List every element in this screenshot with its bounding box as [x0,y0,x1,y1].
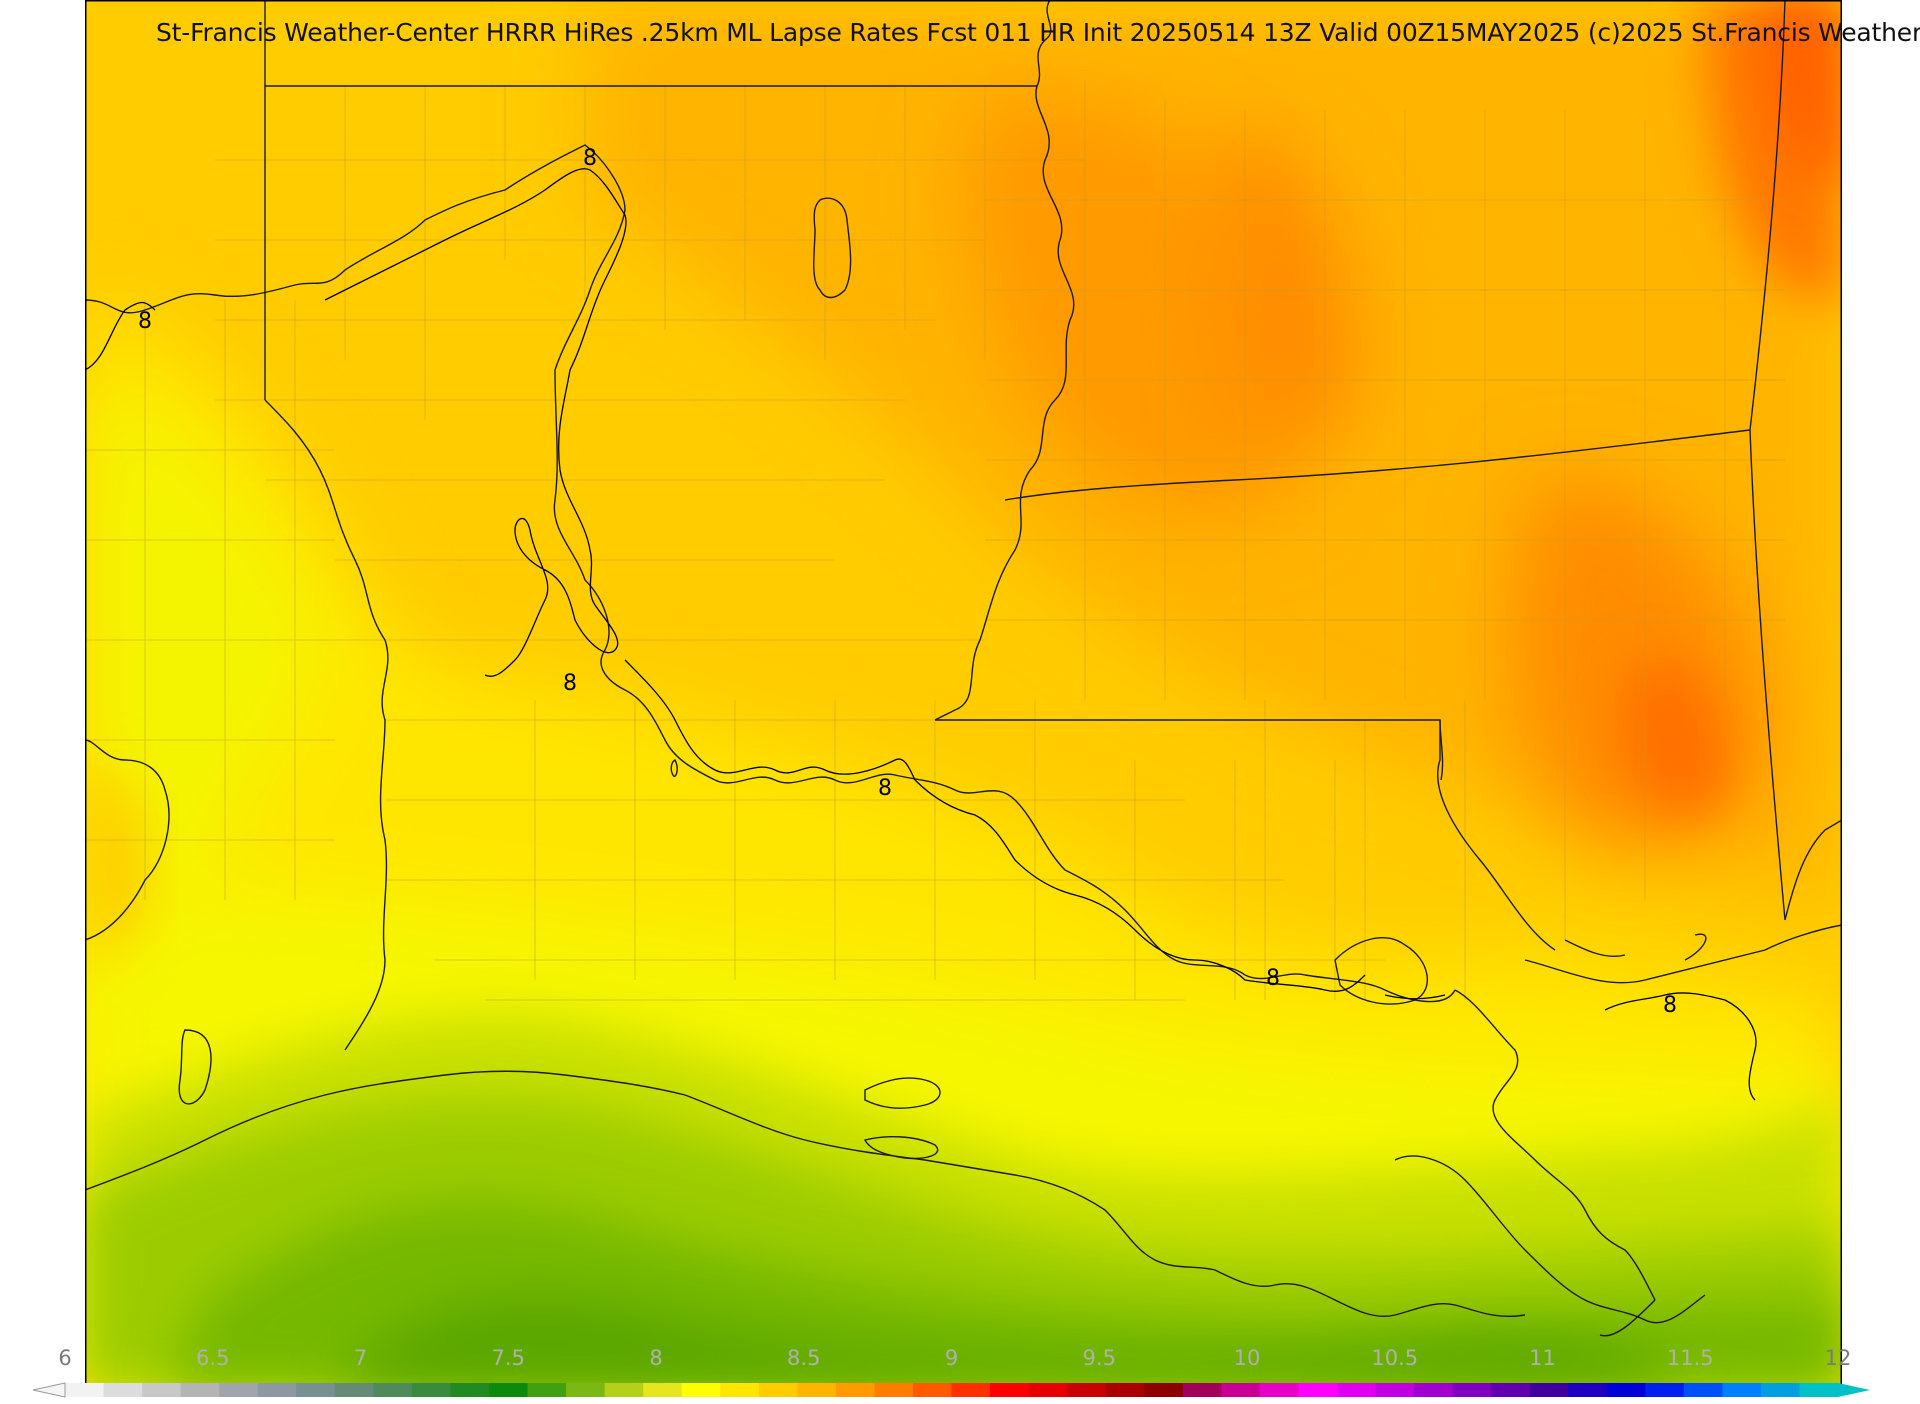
colorbar-segment [835,1383,876,1397]
contour-label-group: 8 8 8 8 8 8 [138,146,1677,1018]
colorbar-segment [874,1383,914,1397]
colorbar-segment [1067,1383,1107,1397]
colorbar-segment [219,1383,259,1397]
map-panel: 8 8 8 8 8 8 [85,0,1842,1386]
colorbar-segment [488,1383,529,1397]
colorbar-tick-label: 8 [649,1346,663,1370]
colorbar-segment [1336,1383,1377,1397]
map-title: St-Francis Weather-Center HRRR HiRes .25… [156,18,1920,47]
contour-8 [85,168,1757,1101]
colorbar-segment [103,1383,143,1397]
colorbar-segment [1491,1383,1531,1397]
colorbar-segment [912,1383,953,1397]
colorbar [0,1340,1920,1400]
colorbar-segment [990,1383,1030,1397]
colorbar-segment [142,1383,182,1397]
colorbar-segment [1298,1383,1338,1397]
colorbar-segment [1105,1383,1145,1397]
colorbar-segment [334,1383,374,1397]
shaded-field [85,0,1842,1386]
lapse-rate-map: 8 8 8 8 8 8 [85,0,1842,1386]
colorbar-segment [1606,1383,1646,1397]
colorbar-segment [951,1383,991,1397]
colorbar-tick-label: 10 [1233,1346,1261,1370]
colorbar-segment [1722,1383,1762,1397]
colorbar-svg [32,1382,1870,1398]
colorbar-segment [1452,1383,1492,1397]
colorbar-segment [1221,1383,1261,1397]
colorbar-segment [1760,1383,1801,1397]
colorbar-segment [1683,1383,1723,1397]
colorbar-under-arrow [32,1382,66,1398]
contour-label: 8 [138,309,152,334]
colorbar-segment [720,1383,760,1397]
contour-label: 8 [878,776,892,801]
colorbar-segment [643,1383,683,1397]
colorbar-segment [1529,1383,1569,1397]
colorbar-segment [450,1383,490,1397]
colorbar-segment [65,1383,105,1397]
colorbar-tick-label: 12 [1824,1346,1852,1370]
colorbar-segment [411,1383,452,1397]
contour-label: 8 [1266,966,1280,991]
colorbar-segment [758,1383,798,1397]
colorbar-segment [180,1383,220,1397]
colorbar-segment [373,1383,413,1397]
colorbar-segment [797,1383,837,1397]
colorbar-tick-label: 10.5 [1371,1346,1419,1370]
colorbar-tick-label: 9 [944,1346,959,1370]
colorbar-tick-label: 6 [58,1346,72,1370]
colorbar-segment [1375,1383,1415,1397]
colorbar-segment [527,1383,567,1397]
colorbar-segment [1144,1383,1184,1397]
colorbar-segment [1259,1383,1299,1397]
colorbar-tick-label: 9.5 [1082,1346,1116,1370]
county-lines [85,80,1785,1001]
contour-label: 8 [583,146,597,171]
colorbar-segment [1028,1383,1068,1397]
colorbar-segment [566,1383,606,1397]
colorbar-tick-label: 11.5 [1666,1346,1714,1370]
contour-label: 8 [563,671,577,696]
colorbar-tick-label: 7 [353,1346,368,1370]
colorbar-segment [1799,1383,1839,1397]
state-borders [85,0,1842,1337]
colorbar-over-arrow [1838,1383,1870,1397]
contour-label: 8 [1663,993,1677,1018]
colorbar-segment [1645,1383,1685,1397]
colorbar-segment [296,1383,336,1397]
colorbar-segment [1568,1383,1608,1397]
colorbar-tick-label: 11 [1529,1346,1556,1370]
colorbar-segment [257,1383,297,1397]
colorbar-tick-label: 7.5 [491,1346,525,1370]
colorbar-segment [681,1383,721,1397]
colorbar-tick-label: 6.5 [196,1346,230,1370]
colorbar-segment [1414,1383,1454,1397]
colorbar-segment [1182,1383,1222,1397]
colorbar-segment [604,1383,644,1397]
colorbar-tick-label: 8.5 [787,1346,821,1370]
